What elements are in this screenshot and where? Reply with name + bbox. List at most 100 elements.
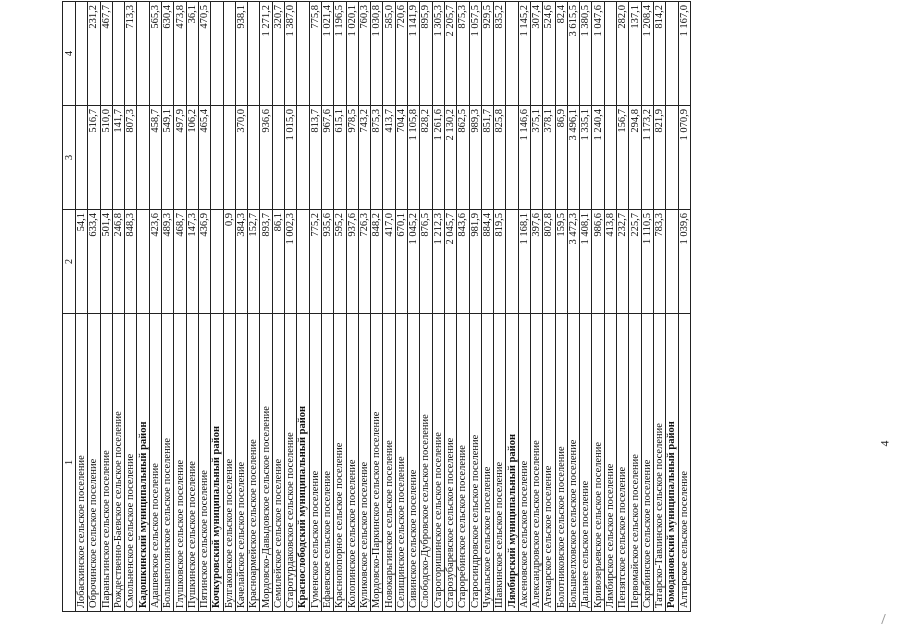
value-cell-v4: 1 380,5 (579, 1, 592, 106)
value-cell-v3: 1 335,1 (579, 105, 592, 210)
value-cell-v2 (136, 209, 150, 314)
row-name-cell: Старогоришинское сельское поселение (432, 313, 445, 612)
value-cell-v3: 413,7 (382, 105, 396, 210)
row-name-cell: Старозубаревское сельское поселение (444, 313, 457, 612)
value-cell-v3: 1 261,6 (432, 105, 445, 210)
value-cell-v4: 473,8 (173, 1, 187, 106)
value-cell-v2: 152,7 (247, 209, 260, 314)
value-cell-v2: 726,3 (358, 209, 371, 314)
value-cell-v2: 884,4 (481, 209, 494, 314)
row-name-cell: Аксеновское сельское поселение (518, 313, 531, 612)
value-cell-v3: 821,9 (653, 105, 666, 210)
value-cell-v3: 1 240,4 (591, 105, 605, 210)
value-cell-v3: 375,1 (530, 105, 543, 210)
row-name-cell: Слободско-Дубровское сельское поселение (419, 313, 433, 612)
value-cell-v4: 835,2 (493, 1, 506, 106)
value-cell-v3: 1 105,8 (407, 105, 420, 210)
row-name-cell: Пятинское сельское поселение (198, 313, 211, 612)
value-cell-v4 (210, 1, 224, 106)
row-name-cell: Большеелховское сельское поселение (567, 313, 580, 612)
value-cell-v3: 141,7 (112, 105, 125, 210)
value-cell-v4: 2 205,7 (444, 1, 457, 106)
rotated-content: 1 2 3 4 Лобаскинское сельское поселение 5… (62, 1, 866, 612)
row-name-cell: Александровское сельское поселение (530, 313, 543, 612)
value-cell-v3 (665, 105, 679, 210)
value-cell-v4: 470,5 (198, 1, 211, 106)
header-cell: 2 (62, 209, 76, 314)
table-row: Рождественно-Баевское сельское поселение… (112, 1, 125, 612)
header-cell: 1 (62, 313, 76, 612)
value-cell-v2: 225,7 (628, 209, 642, 314)
value-cell-v2: 986,6 (591, 209, 605, 314)
value-cell-v3: 516,7 (87, 105, 101, 210)
table-row: Сивинское сельское поселение 1 045,2 1 105… (407, 1, 420, 612)
value-cell-v2: 159,5 (555, 209, 568, 314)
value-cell-v4: 1 047,6 (591, 1, 605, 106)
value-cell-v4: 585,0 (382, 1, 396, 106)
row-name-cell: Колопинское сельское поселение (346, 313, 359, 612)
value-cell-v2 (210, 209, 224, 314)
table-row: Глушковское сельское поселение 468,7 497,9… (173, 1, 187, 612)
value-cell-v3 (210, 105, 224, 210)
value-cell-v2: 501,4 (100, 209, 113, 314)
row-name-cell: Кочкуровский муниципальный район (210, 313, 224, 612)
value-cell-v4: 929,5 (481, 1, 494, 106)
value-cell-v2: 1 212,3 (432, 209, 445, 314)
value-cell-v2: 876,5 (419, 209, 433, 314)
value-cell-v3 (247, 105, 260, 210)
table-row: Смольненское сельское поселение 848,3 807,… (124, 1, 137, 612)
value-cell-v3 (136, 105, 150, 210)
value-cell-v3: 825,8 (493, 105, 506, 210)
value-cell-v3: 862,5 (456, 105, 469, 210)
value-cell-v2: 937,6 (346, 209, 359, 314)
table-row: Болотниковское сельское поселение 159,5 86… (555, 1, 568, 612)
value-cell-v4: 814,2 (653, 1, 666, 106)
row-name-cell: Старосиндровское сельское поселение (469, 313, 482, 612)
table-row: Гуменское сельское поселение 775,2 813,7 77… (309, 1, 322, 612)
value-cell-v2: 802,8 (542, 209, 556, 314)
value-cell-v3: 86,9 (555, 105, 568, 210)
row-name-cell: Кадошкинский муниципальный район (136, 313, 150, 612)
table-row: Первомайское сельское поселение 225,7 294,… (628, 1, 642, 612)
value-cell-v3: 978,5 (346, 105, 359, 210)
value-cell-v3: 497,9 (173, 105, 187, 210)
district-row: Лямбирский муниципальный район (505, 1, 519, 612)
value-cell-v3: 3 496,1 (567, 105, 580, 210)
value-cell-v4: 1 208,4 (641, 1, 654, 106)
value-cell-v3 (296, 105, 310, 210)
value-cell-v4: 630,4 (161, 1, 174, 106)
value-cell-v2: 436,9 (198, 209, 211, 314)
district-row: Ромодановский муниципальный район (665, 1, 679, 612)
table-row: Большеелховское сельское поселение 3 472,… (567, 1, 580, 612)
value-cell-v4: 1 271,2 (259, 1, 273, 106)
value-cell-v4 (296, 1, 310, 106)
value-cell-v2: 86,1 (272, 209, 285, 314)
value-cell-v2: 848,3 (124, 209, 137, 314)
row-name-cell: Сивинское сельское поселение (407, 313, 420, 612)
row-name-cell: Рождественно-Баевское сельское поселение (112, 313, 125, 612)
value-cell-v4 (136, 1, 150, 106)
value-cell-v2: 1 045,2 (407, 209, 420, 314)
table-row: Ефаевское сельское поселение 935,6 967,6 1 … (321, 1, 334, 612)
table-row: Параньгинское сельское поселение 501,4 510… (100, 1, 113, 612)
value-cell-v2: 633,4 (87, 209, 101, 314)
row-name-cell: Смольненское сельское поселение (124, 313, 137, 612)
table-row: Чукальское сельское поселение 884,4 851,7 9… (481, 1, 494, 612)
value-cell-v4: 938,1 (235, 1, 248, 106)
value-cell-v2: 1 110,5 (641, 209, 654, 314)
value-cell-v4 (665, 1, 679, 106)
value-cell-v4: 720,6 (395, 1, 408, 106)
value-cell-v4 (505, 1, 519, 106)
table-row: Красноармейское сельское поселение 152,7 (247, 1, 260, 612)
table-row: Староребинское сельское поселение 843,6 86… (456, 1, 469, 612)
value-cell-v4: 1 030,8 (370, 1, 383, 106)
value-cell-v2: 232,7 (616, 209, 629, 314)
table-body: 1 2 3 4 Лобаскинское сельское поселение 5… (62, 1, 691, 612)
value-cell-v3 (75, 105, 88, 210)
header-cell: 3 (62, 105, 76, 210)
row-name-cell: Глушковское сельское поселение (173, 313, 187, 612)
row-name-cell: Гуменское сельское поселение (309, 313, 322, 612)
value-cell-v3: 510,0 (100, 105, 113, 210)
table-row: Александровское сельское поселение 397,6 3… (530, 1, 543, 612)
row-name-cell: Адашевское сельское поселение (149, 313, 162, 612)
